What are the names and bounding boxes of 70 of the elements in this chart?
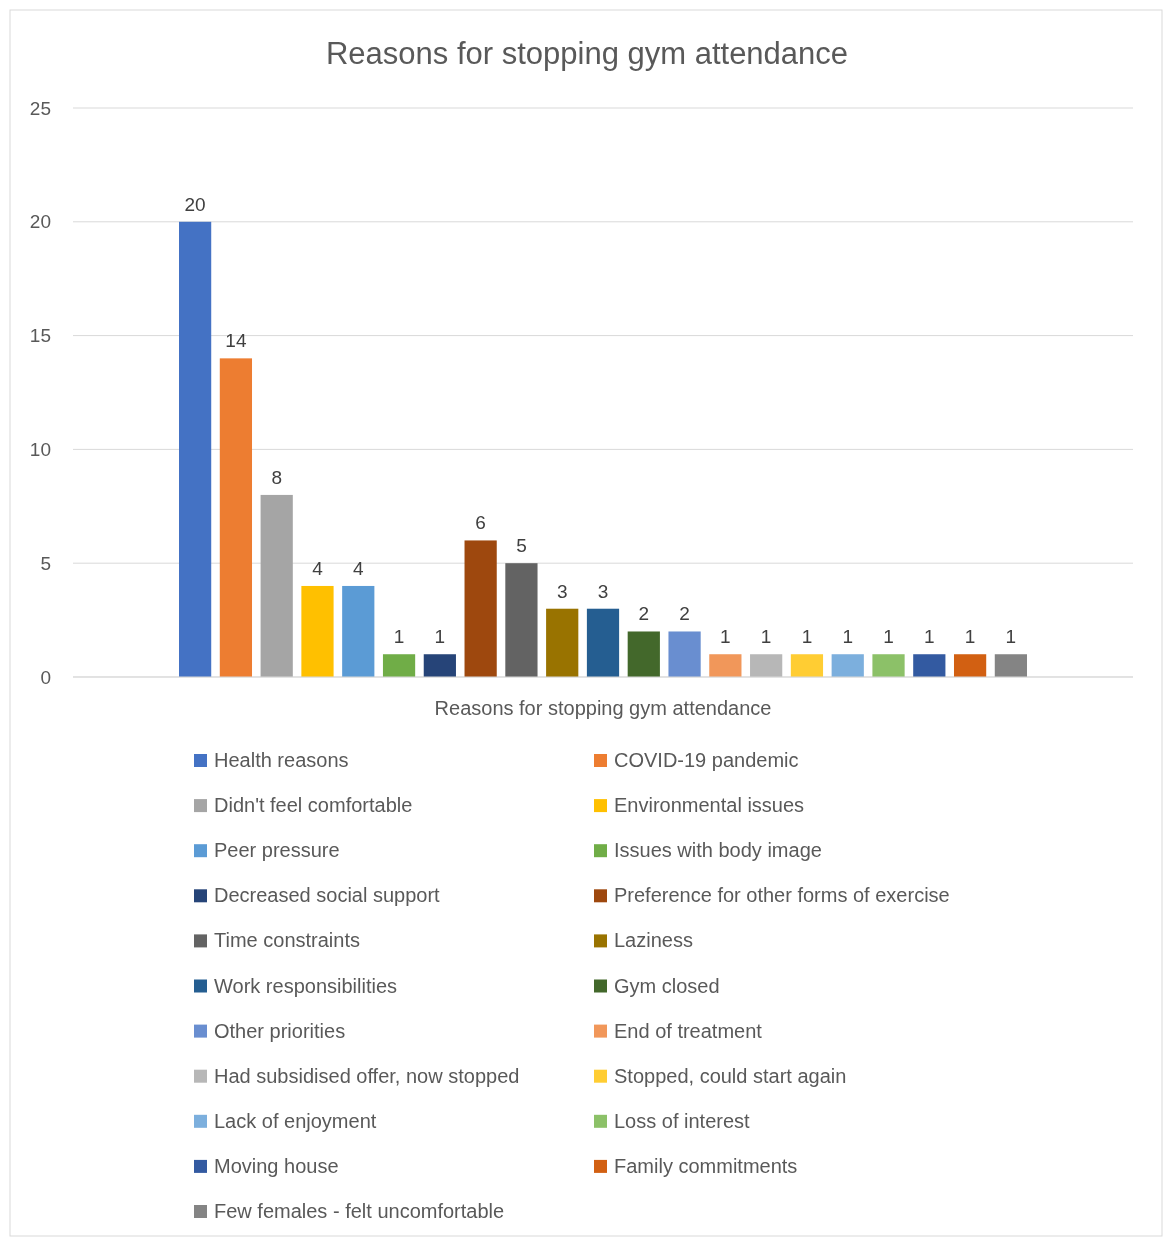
y-tick-label: 5	[40, 552, 51, 574]
legend-label: Moving house	[214, 1154, 339, 1177]
chart-title: Reasons for stopping gym attendance	[325, 36, 849, 71]
bar	[709, 654, 742, 677]
bar	[586, 608, 620, 677]
legend-label: Work responsibilities	[214, 974, 398, 997]
bar	[423, 654, 456, 677]
y-tick-label: 10	[29, 438, 51, 460]
bar	[627, 631, 660, 677]
data-label: 1	[842, 626, 854, 648]
bar	[953, 654, 987, 677]
data-label: 4	[352, 557, 364, 579]
bar	[179, 221, 212, 677]
legend-label: Laziness	[614, 929, 693, 952]
bar	[994, 654, 1027, 677]
bar	[668, 631, 701, 677]
legend-label: Family commitments	[614, 1154, 798, 1177]
data-label: 1	[1005, 626, 1017, 648]
legend-label: Peer pressure	[214, 839, 340, 862]
legend-label: Environmental issues	[614, 794, 805, 817]
data-label: 20	[184, 193, 206, 215]
legend-label: Other priorities	[214, 1019, 346, 1042]
legend-label: End of treatment	[614, 1019, 763, 1042]
y-tick-label: 15	[29, 325, 51, 347]
bar	[505, 563, 538, 677]
bar	[301, 585, 334, 677]
bar	[382, 654, 416, 677]
bar	[260, 494, 293, 677]
bar	[872, 654, 905, 677]
data-label: 1	[964, 626, 976, 648]
data-label: 3	[556, 580, 568, 602]
data-label: 5	[516, 535, 527, 557]
data-label: 1	[924, 626, 935, 648]
y-tick-label: 25	[29, 97, 51, 119]
legend-label: Health reasons	[214, 749, 349, 771]
data-label: 1	[801, 626, 813, 648]
legend-label: Few females - felt uncomfortable	[214, 1200, 505, 1222]
data-label: 3	[597, 580, 609, 602]
data-label: 1	[393, 626, 405, 648]
legend-label: Lack of enjoyment	[214, 1109, 377, 1132]
legend-label: Issues with body image	[614, 839, 822, 862]
data-label: 4	[312, 557, 324, 579]
data-label: 1	[434, 626, 446, 648]
bar	[464, 540, 497, 677]
bar	[219, 358, 253, 677]
y-tick-label: 20	[29, 211, 51, 233]
data-label: 1	[720, 626, 731, 648]
data-label: 1	[883, 626, 894, 648]
bar	[750, 654, 783, 677]
legend-label: Had subsidised offer, now stopped	[214, 1064, 520, 1087]
legend-label: COVID-19 pandemic	[614, 749, 799, 771]
data-label: 1	[760, 626, 772, 648]
y-tick-label: 0	[40, 666, 51, 688]
data-label: 14	[225, 330, 247, 352]
bar	[546, 608, 579, 677]
legend-label: Time constraints	[214, 929, 360, 952]
bar	[913, 654, 946, 677]
data-label: 8	[271, 466, 282, 488]
bar	[342, 585, 375, 677]
legend-label: Stopped, could start again	[614, 1064, 847, 1087]
legend-label: Loss of interest	[614, 1109, 751, 1132]
bar	[790, 654, 824, 677]
data-label: 6	[475, 512, 486, 534]
bar	[831, 654, 864, 677]
legend-label: Gym closed	[614, 974, 720, 997]
legend-label: Decreased social support	[214, 884, 441, 907]
data-label: 2	[638, 603, 650, 625]
data-label: 2	[679, 603, 690, 625]
legend-label: Preference for other forms of exercise	[614, 884, 950, 907]
legend-label: Didn't feel comfortable	[214, 794, 413, 817]
